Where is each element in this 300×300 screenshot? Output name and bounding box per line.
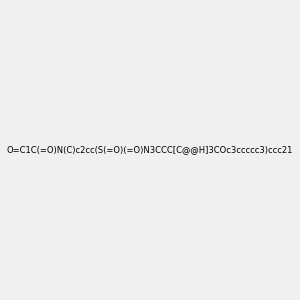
Text: O=C1C(=O)N(C)c2cc(S(=O)(=O)N3CCC[C@@H]3COc3ccccc3)ccc21: O=C1C(=O)N(C)c2cc(S(=O)(=O)N3CCC[C@@H]3C… [7,146,293,154]
